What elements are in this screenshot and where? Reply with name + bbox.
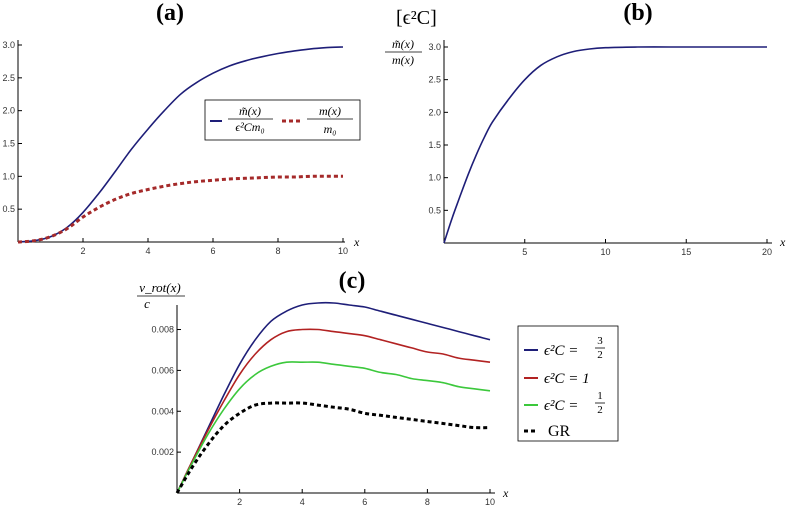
panel-b-x-tick-label: 20 <box>762 247 772 257</box>
panel-a-legend-1-num: m(x) <box>319 104 341 118</box>
panel-b-title: [ϵ²C] <box>396 7 437 29</box>
panel-a-y-tick-label: 2.0 <box>2 106 15 116</box>
panel-c-legend-2-frac-num: 1 <box>597 390 603 402</box>
panel-a-series-0-line <box>17 46 344 243</box>
panel-c: (c) v_rot(x) c 2 4 6 8 10 0.002 0.004 0.006 0.00… <box>137 268 619 507</box>
panel-c-x-tick-label: 6 <box>362 497 367 507</box>
panel-b-series-0-line <box>443 46 767 244</box>
panel-b-y-tick-label: 3.0 <box>428 42 441 52</box>
panel-a-series-1-line <box>17 174 343 244</box>
panel-c-legend-2-frac-den: 2 <box>597 404 603 416</box>
panel-c-x-tick-label: 2 <box>237 497 242 507</box>
panel-a-legend: m̃(x) ϵ²Cm₀ m(x) m₀ <box>204 99 361 141</box>
panel-c-y-tick-label: 0.008 <box>151 325 174 335</box>
panel-c-axes <box>176 305 495 494</box>
panel-b-series <box>443 46 767 244</box>
panel-a-x-tick-label: 8 <box>275 246 280 256</box>
panel-c-label: (c) <box>339 268 366 294</box>
panel-b-x-label: x <box>779 235 786 249</box>
panel-b-y-label-num: m̃(x) <box>392 37 414 51</box>
panel-c-series-2-line <box>176 361 491 494</box>
panel-a-axes <box>17 40 345 243</box>
panel-c-series <box>175 301 491 494</box>
panel-c-y-tick-label: 0.004 <box>151 406 174 416</box>
panel-a-x-tick-label: 2 <box>80 246 85 256</box>
panel-c-series-1-line <box>176 328 491 494</box>
panel-b: (b) [ϵ²C] m̃(x) m(x) 5 10 15 20 0.5 1.0 1.5 2.0… <box>385 0 786 257</box>
panel-c-legend-0-frac-den: 2 <box>597 349 603 361</box>
panel-a-ticks: 2 4 6 8 10 0.5 1.0 1.5 2.0 2.5 3.0 <box>2 40 348 256</box>
panel-b-x-tick-label: 15 <box>681 247 691 257</box>
panel-c-series-0-line <box>176 301 491 494</box>
panel-b-label: (b) <box>623 0 652 26</box>
panel-b-y-tick-label: 2.0 <box>428 107 441 117</box>
panel-c-x-tick-label: 4 <box>300 497 305 507</box>
panel-b-x-tick-label: 5 <box>522 247 527 257</box>
panel-a-legend-0-den: ϵ²Cm₀ <box>235 120 264 134</box>
panel-c-ticks: 2 4 6 8 10 0.002 0.004 0.006 0.008 <box>151 325 495 507</box>
panel-a-x-tick-label: 10 <box>338 246 348 256</box>
panel-a-y-tick-label: 1.0 <box>2 171 15 181</box>
panel-a: (a) 2 4 6 8 10 0.5 1.0 1.5 2.0 2.5 3.0 x m̃(x) ϵ²C… <box>2 0 361 256</box>
panel-a-legend-1-den: m₀ <box>324 122 337 136</box>
panel-b-y-tick-label: 2.5 <box>428 75 441 85</box>
panel-b-y-tick-label: 1.0 <box>428 173 441 183</box>
panel-a-y-tick-label: 1.5 <box>2 139 15 149</box>
panel-c-x-label: x <box>502 486 509 500</box>
panel-c-y-label-num: v_rot(x) <box>139 280 180 295</box>
panel-a-label: (a) <box>156 0 184 26</box>
panel-c-x-tick-label: 8 <box>425 497 430 507</box>
panel-c-legend-box <box>517 325 619 442</box>
panel-c-y-label-den: c <box>144 296 150 311</box>
panel-a-x-tick-label: 6 <box>210 246 215 256</box>
panel-c-y-tick-label: 0.006 <box>151 365 174 375</box>
panel-a-x-label: x <box>353 235 360 249</box>
panel-b-y-label-den: m(x) <box>392 53 414 67</box>
panel-c-y-tick-label: 0.002 <box>151 447 174 457</box>
panel-b-ticks: 5 10 15 20 0.5 1.0 1.5 2.0 2.5 3.0 <box>428 42 772 257</box>
panel-c-x-tick-label: 10 <box>485 497 495 507</box>
panel-c-legend-1-prefix: ϵ²C = 1 <box>544 371 590 387</box>
panel-a-y-tick-label: 0.5 <box>2 204 15 214</box>
panel-c-legend-0-prefix: ϵ²C = <box>544 343 578 359</box>
panel-b-y-tick-label: 0.5 <box>428 205 441 215</box>
panel-c-legend: ϵ²C = 3 2 ϵ²C = 1 ϵ²C = 1 2 GR <box>517 325 619 442</box>
panel-c-legend-2-prefix: ϵ²C = <box>544 398 578 414</box>
panel-a-y-tick-label: 2.5 <box>2 73 15 83</box>
panel-a-y-tick-label: 3.0 <box>2 40 15 50</box>
panel-a-x-tick-label: 4 <box>145 246 150 256</box>
panel-a-series <box>17 46 344 244</box>
panel-c-series-3-line <box>175 401 491 494</box>
panel-a-legend-0-num: m̃(x) <box>239 104 261 118</box>
panel-b-x-tick-label: 10 <box>600 247 610 257</box>
panel-b-y-tick-label: 1.5 <box>428 140 441 150</box>
panel-c-legend-3-label: GR <box>548 423 571 440</box>
panel-c-legend-0-frac-num: 3 <box>597 335 603 347</box>
panel-b-axes <box>443 40 772 244</box>
